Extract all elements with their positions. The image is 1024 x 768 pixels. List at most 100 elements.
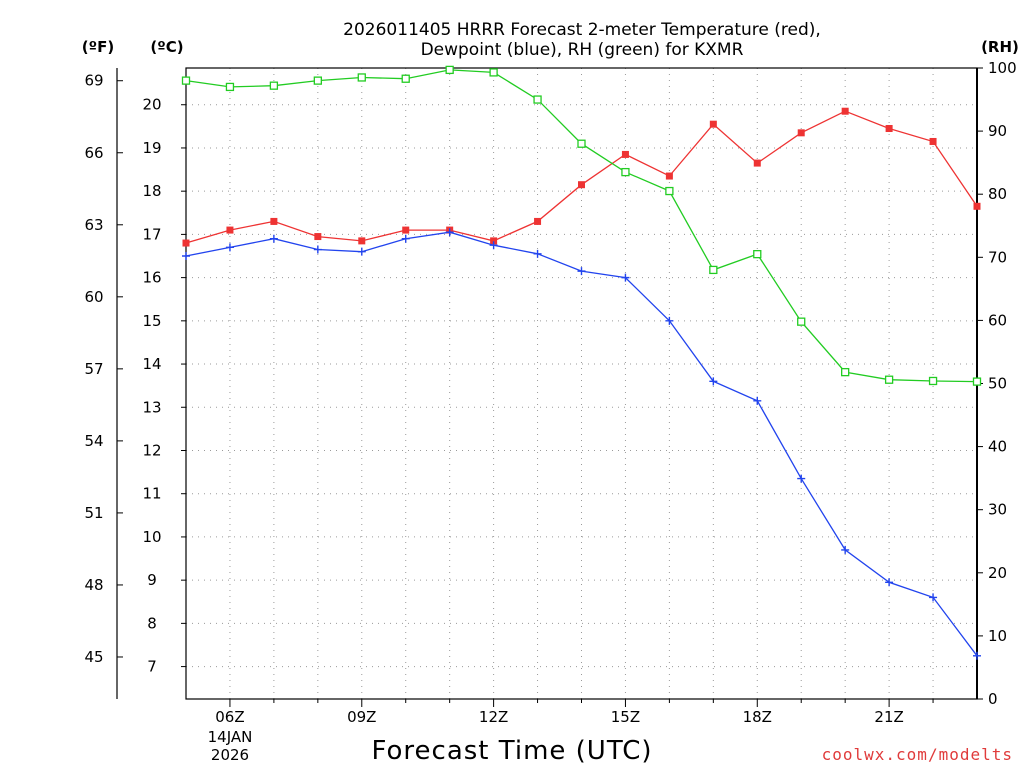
series-rh [181, 65, 982, 386]
celsius-tick-label: 11 [142, 485, 161, 503]
credit-text: coolwx.com/modelts [822, 745, 1013, 764]
temperature-point [270, 217, 278, 225]
temperature-point [182, 239, 190, 247]
x-axis-title: Forecast Time (UTC) [371, 736, 652, 766]
rh-tick-label: 50 [988, 375, 1007, 393]
rh-tick-label: 80 [988, 185, 1007, 203]
dewpoint-point [709, 377, 718, 386]
x-tick-label: 18Z [743, 708, 772, 726]
rh-point [665, 186, 674, 196]
dewpoint-point [533, 249, 542, 258]
rh-tick-label: 40 [988, 438, 1007, 456]
dewpoint-line [185, 231, 978, 657]
plot-frame [185, 67, 978, 700]
temperature-point [841, 107, 849, 115]
rh-point [577, 139, 586, 148]
celsius-tick-label: 10 [142, 528, 161, 546]
rh-point [533, 95, 542, 104]
data-series [181, 65, 982, 660]
rh-point [489, 68, 498, 77]
celsius-tick-label: 9 [147, 571, 157, 589]
dewpoint-point [841, 545, 850, 554]
x-tick-label: 15Z [611, 708, 640, 726]
rh-point [972, 377, 982, 386]
fahrenheit-tick-label: 57 [84, 360, 103, 378]
rh-point [797, 317, 806, 326]
temperature-point [797, 129, 805, 137]
rh-point [709, 265, 718, 275]
rh-tick-label: 30 [988, 501, 1007, 519]
rh-point [401, 74, 410, 83]
axis-ticks: 7 8 9 10 11 12 13 14 15 16 17 18 19 20 45 48 51 54 57 60 63 6… [84, 59, 1016, 726]
celsius-tick-label: 16 [142, 269, 161, 287]
celsius-tick-label: 17 [142, 225, 161, 243]
temperature-point [314, 233, 322, 241]
unit-label-fahrenheit: (ºF) [82, 38, 114, 56]
temperature-point [578, 181, 585, 189]
rh-tick-label: 90 [988, 122, 1007, 140]
celsius-tick-label: 12 [142, 441, 161, 459]
celsius-tick-label: 13 [142, 398, 161, 416]
dewpoint-point [489, 241, 498, 250]
unit-label-rh: (RH) [981, 38, 1019, 56]
celsius-tick-label: 7 [147, 658, 157, 676]
temperature-point [226, 226, 234, 234]
temperature-point [402, 226, 410, 234]
series-dewpoint [182, 228, 981, 660]
rh-tick-label: 0 [988, 690, 998, 708]
temperature-point [709, 120, 717, 128]
temperature-point [753, 159, 761, 167]
grid-lines [186, 68, 977, 699]
date-label-day: 14JAN [208, 728, 253, 746]
rh-point [884, 375, 894, 384]
dewpoint-point [885, 578, 894, 587]
dewpoint-point [401, 234, 410, 243]
temperature-point [534, 217, 542, 225]
temperature-line [185, 110, 978, 244]
rh-point [621, 167, 630, 177]
temperature-point [973, 202, 981, 210]
date-label-year: 2026 [211, 746, 249, 764]
dewpoint-point [577, 267, 586, 276]
rh-point [313, 76, 322, 85]
fahrenheit-tick-label: 66 [84, 144, 103, 162]
dewpoint-point [973, 651, 981, 660]
x-tick-label: 09Z [347, 708, 376, 726]
rh-point [841, 367, 850, 377]
fahrenheit-tick-label: 69 [84, 72, 103, 90]
rh-tick-label: 70 [988, 248, 1007, 266]
dewpoint-point [182, 252, 190, 261]
rh-point [753, 249, 762, 259]
rh-tick-label: 60 [988, 311, 1007, 329]
fahrenheit-tick-label: 45 [84, 648, 103, 666]
dewpoint-point [269, 234, 278, 243]
rh-tick-label: 100 [988, 59, 1017, 77]
fahrenheit-tick-label: 51 [84, 504, 103, 522]
fahrenheit-tick-label: 60 [84, 288, 103, 306]
dewpoint-point [665, 316, 674, 325]
fahrenheit-tick-label: 63 [84, 216, 103, 234]
celsius-tick-label: 20 [142, 96, 161, 114]
celsius-tick-label: 8 [147, 614, 157, 632]
celsius-tick-label: 18 [142, 182, 161, 200]
x-tick-label: 21Z [874, 708, 903, 726]
temperature-point [665, 172, 673, 180]
x-tick-label: 12Z [479, 708, 508, 726]
rh-point [357, 73, 366, 82]
rh-point [225, 82, 235, 92]
dewpoint-point [929, 593, 938, 602]
rh-point [445, 65, 454, 75]
dewpoint-point [357, 247, 366, 256]
dewpoint-point [225, 243, 234, 252]
dewpoint-point [797, 474, 806, 483]
chart-title-line2: Dewpoint (blue), RH (green) for KXMR [421, 40, 744, 60]
rh-tick-label: 20 [988, 564, 1007, 582]
rh-point [269, 81, 279, 90]
dewpoint-point [313, 245, 322, 254]
temperature-point [929, 137, 937, 145]
unit-label-celsius: (ºC) [150, 38, 183, 56]
x-tick-label: 06Z [215, 708, 244, 726]
temperature-point [358, 237, 366, 245]
fahrenheit-tick-label: 48 [84, 576, 103, 594]
